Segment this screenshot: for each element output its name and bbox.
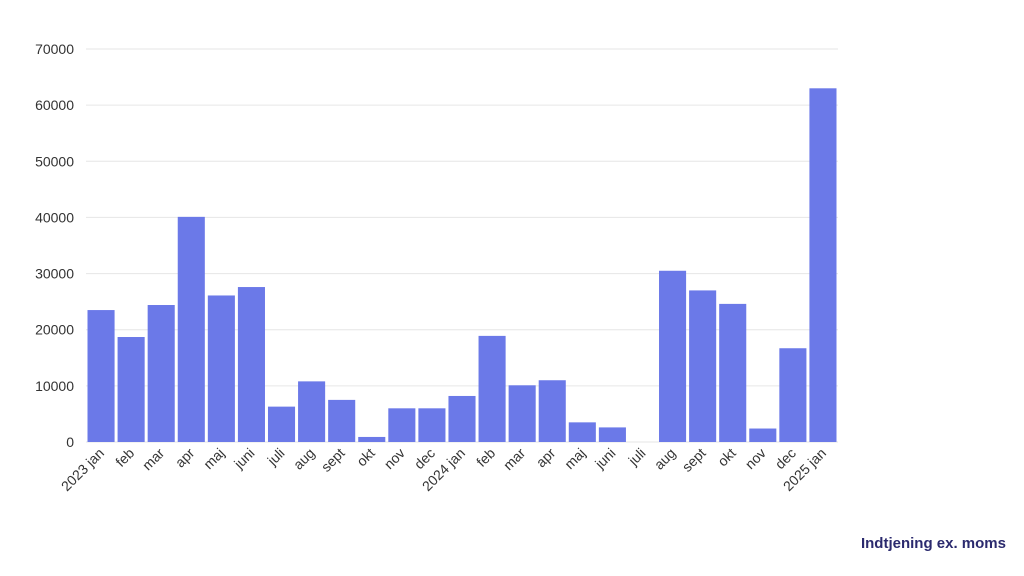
bar [809, 88, 837, 443]
bar [779, 348, 807, 442]
bar [117, 337, 145, 442]
x-tick-label: mar [500, 445, 529, 474]
x-tick-label: 2023 jan [58, 445, 107, 494]
bar [749, 428, 777, 442]
bar [388, 408, 416, 442]
bar [538, 380, 566, 442]
y-tick-label: 10000 [35, 378, 74, 394]
x-tick-label: juli [264, 445, 288, 469]
x-tick-label: feb [112, 445, 137, 470]
x-tick-label: sept [318, 445, 348, 475]
bar [177, 216, 205, 442]
bar [659, 270, 687, 442]
x-tick-label: juli [624, 445, 648, 469]
chart-caption: Indtjening ex. moms [860, 535, 1006, 552]
bar [207, 295, 235, 442]
x-tick-label: okt [353, 445, 378, 470]
y-tick-label: 20000 [35, 322, 74, 338]
bar [298, 381, 326, 442]
x-tick-label: sept [679, 445, 709, 475]
x-tick-label: apr [533, 445, 559, 471]
x-tick-label: mar [139, 445, 168, 474]
x-tick-label: juni [591, 445, 618, 472]
bar [237, 287, 265, 442]
bar [147, 305, 175, 442]
x-tick-label: nov [381, 445, 408, 472]
x-tick-label: feb [473, 445, 498, 470]
y-tick-label: 60000 [35, 97, 74, 113]
bar [267, 406, 296, 442]
bar [448, 395, 476, 442]
bar [478, 335, 506, 442]
bar [598, 427, 626, 442]
x-tick-label: apr [172, 445, 198, 471]
x-tick-label: aug [290, 445, 318, 473]
bar [418, 408, 446, 442]
x-tick-label: nov [742, 445, 769, 472]
bar [508, 385, 536, 442]
bar [328, 399, 356, 442]
bars [87, 88, 837, 443]
x-tick-label: aug [651, 445, 679, 473]
bar [568, 422, 596, 442]
y-tick-label: 40000 [35, 209, 74, 225]
bar [719, 303, 747, 442]
x-tick-label: maj [561, 445, 588, 472]
y-tick-label: 0 [66, 434, 74, 450]
bar [358, 436, 386, 442]
bar [87, 310, 115, 442]
x-axis-ticks: 2023 jan feb mar apr maj juni juli aug sept okt no… [58, 445, 829, 495]
x-tick-label: juni [230, 445, 257, 472]
x-tick-label: maj [200, 445, 227, 472]
x-tick-label: okt [714, 445, 739, 470]
y-tick-label: 70000 [35, 41, 74, 57]
y-tick-label: 50000 [35, 153, 74, 169]
bar [689, 290, 717, 442]
y-tick-label: 30000 [35, 266, 74, 282]
y-axis-ticks: 0 10000 20000 30000 40000 50000 60000 70000 [35, 41, 74, 450]
